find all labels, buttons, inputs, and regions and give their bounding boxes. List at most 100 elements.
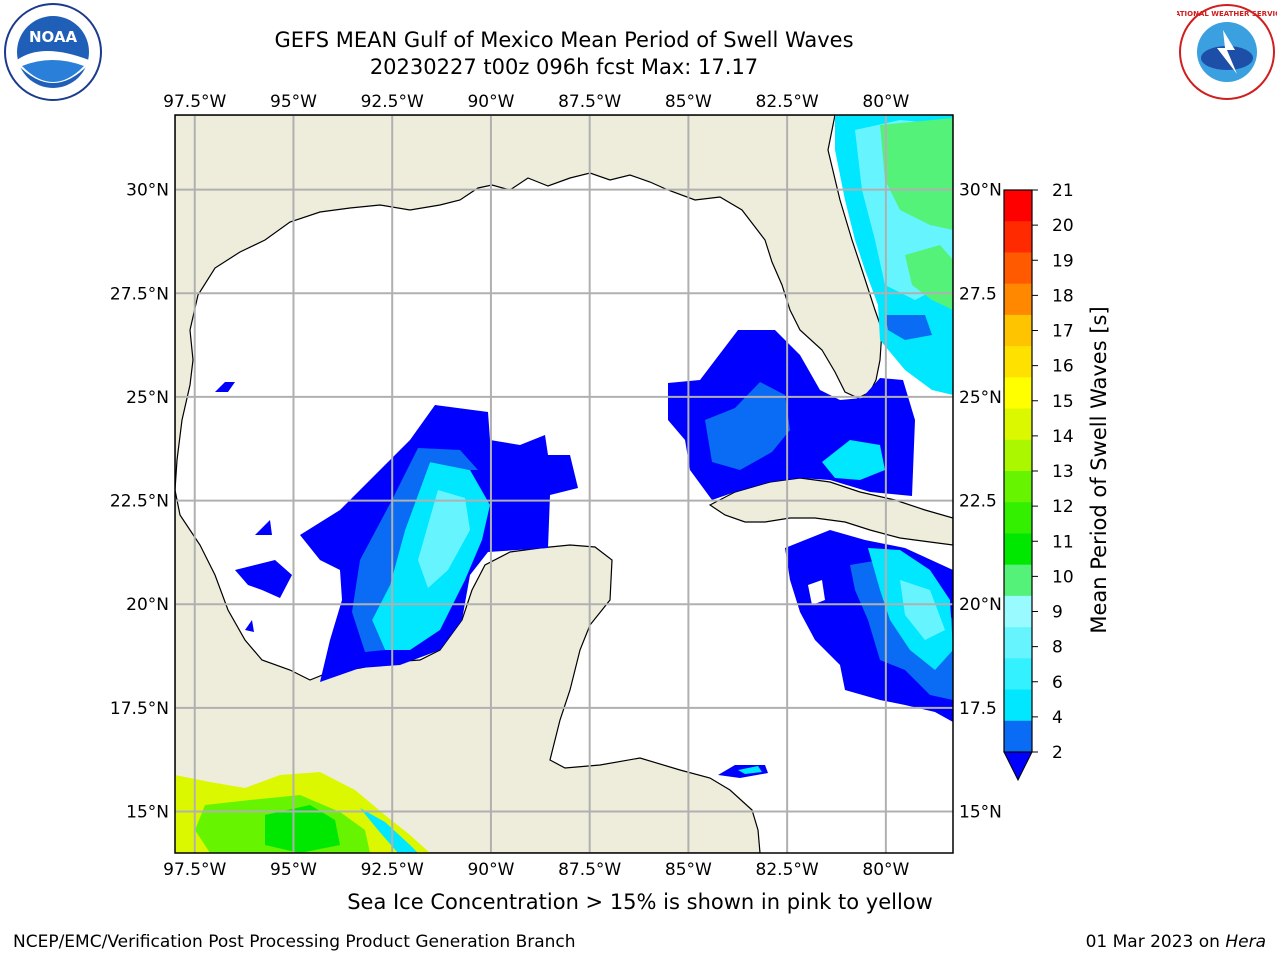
swell-region-central-gulf-edge — [352, 448, 478, 652]
land-cuba — [708, 477, 953, 546]
swell-region-west-dot2 — [215, 382, 235, 392]
colorbar-tick-label: 10 — [1052, 567, 1074, 587]
colorbar-segment — [1004, 439, 1032, 472]
colorbar-tick-label: 8 — [1052, 638, 1063, 658]
colorbar-tick-label: 18 — [1052, 286, 1074, 306]
nws-logo-text: NATIONAL WEATHER SERVICE — [1177, 10, 1277, 18]
colorbar: 2 4 6 8 9 10 11 12 13 14 15 16 17 18 19 20 21 — [1003, 181, 1074, 782]
land-us — [175, 115, 883, 491]
chart-title: GEFS MEAN Gulf of Mexico Mean Period of … — [274, 28, 854, 52]
colorbar-segment — [1004, 346, 1032, 378]
lon-label-bottom: 92.5°W — [361, 860, 424, 880]
lon-label-top: 90°W — [467, 92, 514, 112]
lon-label-top: 97.5°W — [163, 92, 226, 112]
lon-labels-bottom: 97.5°W 95°W 92.5°W 90°W 87.5°W 85°W 82.5°W 80°W — [163, 860, 909, 880]
footer-host: Hera — [1225, 932, 1266, 952]
lat-labels-right: 30°N 27.5 25°N 22.5 20°N 17.5 15°N — [959, 181, 1002, 823]
colorbar-tick-label: 20 — [1052, 216, 1074, 236]
lat-label-right: 20°N — [959, 595, 1002, 615]
map-area — [175, 115, 953, 853]
colorbar-tick-label: 19 — [1052, 251, 1074, 271]
swell-region-pacific-cyan — [360, 808, 418, 853]
colorbar-tick-label: 16 — [1052, 357, 1074, 377]
lat-label-left: 15°N — [126, 803, 169, 823]
colorbar-segment — [1004, 314, 1032, 347]
lat-label-right: 15°N — [959, 803, 1002, 823]
lon-label-top: 87.5°W — [558, 92, 621, 112]
colorbar-segment — [1004, 658, 1032, 691]
lat-label-right: 17.5 — [959, 699, 997, 719]
colorbar-segment — [1004, 720, 1032, 753]
colorbar-tick-label: 4 — [1052, 708, 1063, 728]
colorbar-tick-label: 14 — [1052, 427, 1074, 447]
lon-label-top: 95°W — [270, 92, 317, 112]
colorbar-tick-label: 9 — [1052, 603, 1063, 623]
footer-credit: NCEP/EMC/Verification Post Processing Pr… — [13, 932, 576, 952]
colorbar-segment — [1004, 190, 1032, 222]
ice-note: Sea Ice Concentration > 15% is shown in … — [347, 890, 933, 914]
lat-labels-left: 30°N 27.5°N 25°N 22.5°N 20°N 17.5°N 15°N — [110, 181, 169, 823]
lat-label-right: 22.5 — [959, 492, 997, 512]
colorbar-segment — [1004, 221, 1032, 253]
colorbar-segment — [1004, 377, 1032, 410]
colorbar-label: Mean Period of Swell Waves [s] — [1087, 306, 1111, 633]
colorbar-segment — [1004, 283, 1032, 316]
map-frame — [174, 114, 954, 854]
colorbar-tick-label: 11 — [1052, 532, 1074, 552]
lon-label-bottom: 90°W — [467, 860, 514, 880]
swell-region-caribbean-hole — [808, 580, 825, 605]
colorbar-segment — [1004, 533, 1032, 566]
colorbar-under-arrow — [1003, 751, 1033, 782]
swell-region-eastern-gulf-mid — [705, 382, 790, 470]
lon-label-bottom: 97.5°W — [163, 860, 226, 880]
colorbar-segment — [1004, 471, 1032, 503]
colorbar-tick-label: 6 — [1052, 673, 1063, 693]
swell-region-caribbean-light — [900, 580, 945, 640]
colorbar-tick-label: 13 — [1052, 462, 1074, 482]
colorbar-tick-label: 12 — [1052, 497, 1074, 517]
lat-label-left: 27.5°N — [110, 284, 169, 304]
land-mexico-central-america — [175, 489, 761, 853]
footer-date-text: 01 Mar 2023 on — [1085, 932, 1220, 952]
swell-region-central-gulf-light — [418, 490, 470, 588]
lon-label-bottom: 82.5°W — [756, 860, 819, 880]
swell-region-west-dot — [255, 520, 272, 535]
lon-label-bottom: 80°W — [862, 860, 909, 880]
gridlines — [175, 115, 953, 853]
nws-logo: NATIONAL WEATHER SERVICE — [1177, 4, 1277, 100]
swell-region-atlantic-green — [880, 118, 953, 230]
colorbar-segment — [1004, 595, 1032, 628]
lat-label-left: 30°N — [126, 181, 169, 201]
colorbar-tick-label: 17 — [1052, 322, 1074, 342]
swell-region-west-dot3 — [245, 620, 254, 632]
lat-label-right: 27.5 — [959, 284, 997, 304]
lon-label-bottom: 87.5°W — [558, 860, 621, 880]
lon-label-top: 92.5°W — [361, 92, 424, 112]
colorbar-segment — [1004, 564, 1032, 597]
lon-label-bottom: 95°W — [270, 860, 317, 880]
lon-label-top: 82.5°W — [756, 92, 819, 112]
lat-label-left: 25°N — [126, 388, 169, 408]
lat-label-right: 25°N — [959, 388, 1002, 408]
lat-label-left: 22.5°N — [110, 492, 169, 512]
lon-label-bottom: 85°W — [665, 860, 712, 880]
colorbar-segment — [1004, 408, 1032, 441]
lat-label-left: 17.5°N — [110, 699, 169, 719]
chart-subtitle: 20230227 t00z 096h fcst Max: 17.17 — [369, 55, 759, 79]
swell-region-honduras-cyan — [738, 766, 762, 774]
lat-label-left: 20°N — [126, 595, 169, 615]
swell-region-eastern-gulf-cyan — [822, 440, 885, 480]
colorbar-segment — [1004, 627, 1032, 659]
swell-region-atlantic-blue — [885, 315, 932, 340]
lon-label-top: 80°W — [862, 92, 909, 112]
swell-region-pacific-green2 — [265, 805, 340, 853]
noaa-logo: NOAA — [4, 3, 102, 101]
lon-labels-top: 97.5°W 95°W 92.5°W 90°W 87.5°W 85°W 82.5°W 80°W — [163, 92, 909, 112]
colorbar-segment — [1004, 689, 1032, 722]
colorbar-tick-label: 15 — [1052, 392, 1074, 412]
colorbar-segment — [1004, 252, 1032, 285]
noaa-logo-text: NOAA — [29, 28, 78, 46]
footer-date: 01 Mar 2023 on Hera — [1086, 932, 1266, 952]
colorbar-tick-label: 2 — [1052, 743, 1063, 763]
